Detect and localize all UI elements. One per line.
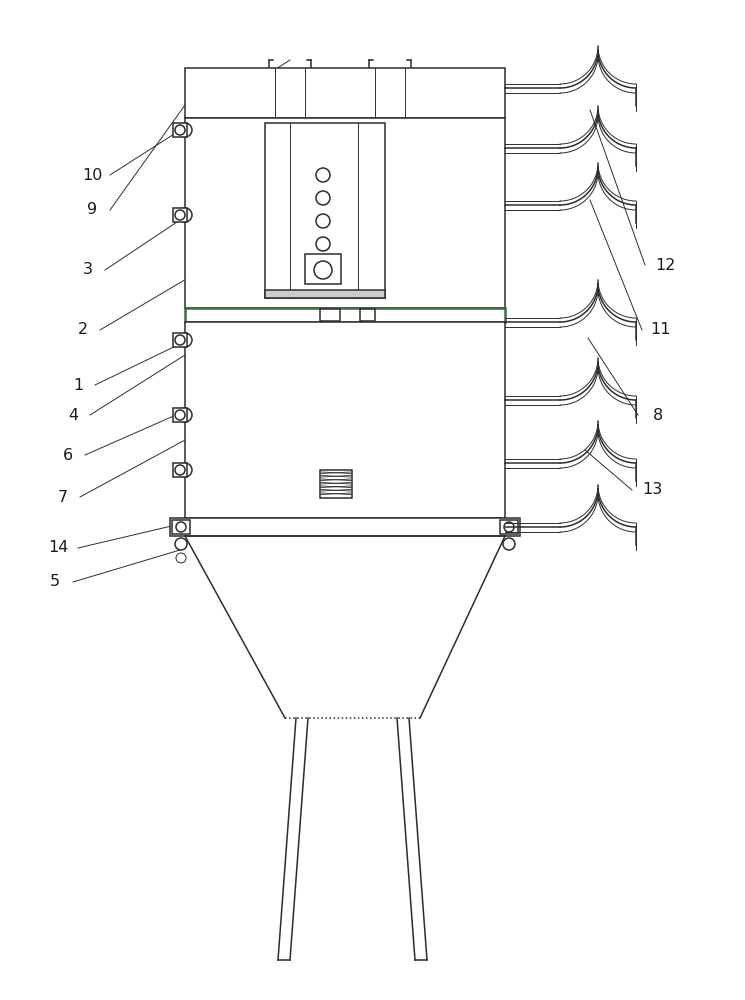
Bar [170,518,520,536]
Bar [173,463,187,477]
Text: 10: 10 [82,167,102,182]
Circle shape [178,333,192,347]
Text: 12: 12 [655,257,675,272]
Bar [185,68,505,118]
Circle shape [176,522,186,532]
Bar [185,308,505,322]
Text: 14: 14 [48,540,69,556]
Bar [173,208,187,222]
Bar [285,70,293,83]
Bar [320,470,352,498]
Bar [173,333,187,347]
Text: 5: 5 [50,574,60,589]
Circle shape [314,261,332,279]
Bar [265,123,385,298]
Bar [360,309,375,321]
Circle shape [316,191,330,205]
Bar [381,70,390,83]
Text: 8: 8 [653,408,663,422]
Bar [172,520,190,534]
Bar [185,322,505,518]
Circle shape [175,465,185,475]
Bar [248,70,257,83]
Circle shape [175,125,185,135]
Circle shape [175,210,185,220]
Bar [255,70,285,83]
Circle shape [178,463,192,477]
Bar [500,520,518,534]
Circle shape [178,208,192,222]
Circle shape [316,237,330,251]
Circle shape [504,522,514,532]
Bar [185,118,505,308]
Circle shape [316,214,330,228]
Text: 7: 7 [58,489,68,504]
Text: 2: 2 [78,322,88,338]
Circle shape [175,538,187,550]
Circle shape [503,538,515,550]
Text: 1: 1 [73,377,83,392]
Bar [173,408,187,422]
Circle shape [178,123,192,137]
Text: 11: 11 [650,322,670,338]
Text: 9: 9 [87,202,97,218]
Circle shape [175,410,185,420]
Circle shape [178,408,192,422]
Text: 6: 6 [63,448,73,462]
Bar [173,123,187,137]
Bar [353,70,381,83]
Circle shape [175,335,185,345]
Text: 4: 4 [68,408,78,422]
Bar [345,70,353,83]
Bar [265,290,385,298]
Circle shape [316,168,330,182]
Bar [305,254,341,284]
Bar [320,309,340,321]
Circle shape [176,553,186,563]
Text: 13: 13 [642,483,662,497]
Text: 3: 3 [83,262,93,277]
